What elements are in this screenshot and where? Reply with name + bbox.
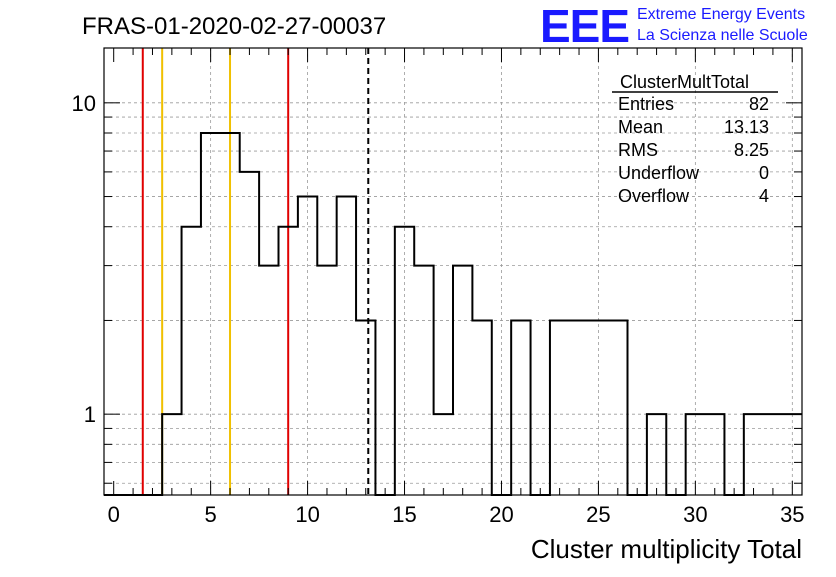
- histogram-bin: [356, 320, 375, 495]
- stats-value-rms: 8.25: [734, 140, 769, 160]
- stats-value-overflow: 4: [759, 186, 769, 206]
- histogram-series: [104, 131, 802, 496]
- stats-label-entries: Entries: [618, 94, 674, 114]
- logo-letters: EEE: [540, 0, 629, 52]
- axes: 0 5 10 15 20 25 30 35 1 10: [72, 47, 805, 527]
- histogram-bin: [569, 320, 588, 495]
- x-tick-label: 0: [108, 502, 120, 527]
- stats-value-underflow: 0: [759, 163, 769, 183]
- plot-frame: [103, 47, 803, 496]
- histogram-outline: [104, 131, 802, 496]
- histogram-bin: [317, 266, 336, 495]
- stats-label-overflow: Overflow: [618, 186, 690, 206]
- stats-label-rms: RMS: [618, 140, 658, 160]
- x-tick-label: 25: [586, 502, 610, 527]
- x-tick-label: 30: [683, 502, 707, 527]
- logo-line-2: La Scienza nelle Scuole: [637, 27, 808, 44]
- stats-value-mean: 13.13: [724, 117, 769, 137]
- x-tick-label: 35: [780, 502, 804, 527]
- y-tick-label: 1: [84, 402, 96, 427]
- eee-logo: EEE Extreme Energy Events La Scienza nel…: [540, 0, 808, 52]
- histogram-bin: [550, 320, 569, 495]
- x-tick-label: 15: [392, 502, 416, 527]
- histogram-bin: [705, 414, 724, 495]
- logo-line-1: Extreme Energy Events: [637, 6, 805, 23]
- stats-value-entries: 82: [749, 94, 769, 114]
- stats-label-mean: Mean: [618, 117, 663, 137]
- x-tick-label: 5: [205, 502, 217, 527]
- histogram-bin: [511, 320, 530, 495]
- histogram-bin: [337, 197, 356, 495]
- histogram-bin: [453, 266, 472, 495]
- histogram-bin: [472, 320, 491, 495]
- stats-box: ClusterMultTotal Entries 82 Mean 13.13 R…: [612, 72, 778, 206]
- chart-title: FRAS-01-2020-02-27-00037: [82, 13, 386, 40]
- y-tick-label: 10: [72, 91, 96, 116]
- stats-title: ClusterMultTotal: [620, 72, 749, 92]
- x-axis-title: Cluster multiplicity Total: [531, 534, 802, 564]
- histogram-bin: [259, 266, 278, 495]
- histogram-bin: [240, 172, 259, 495]
- histogram-bin: [182, 227, 201, 495]
- x-tick-label: 20: [489, 502, 513, 527]
- reference-lines: [141, 48, 370, 495]
- histogram-bin: [414, 266, 433, 495]
- histogram-bin: [608, 320, 627, 495]
- stats-label-underflow: Underflow: [618, 163, 700, 183]
- x-tick-label: 10: [295, 502, 319, 527]
